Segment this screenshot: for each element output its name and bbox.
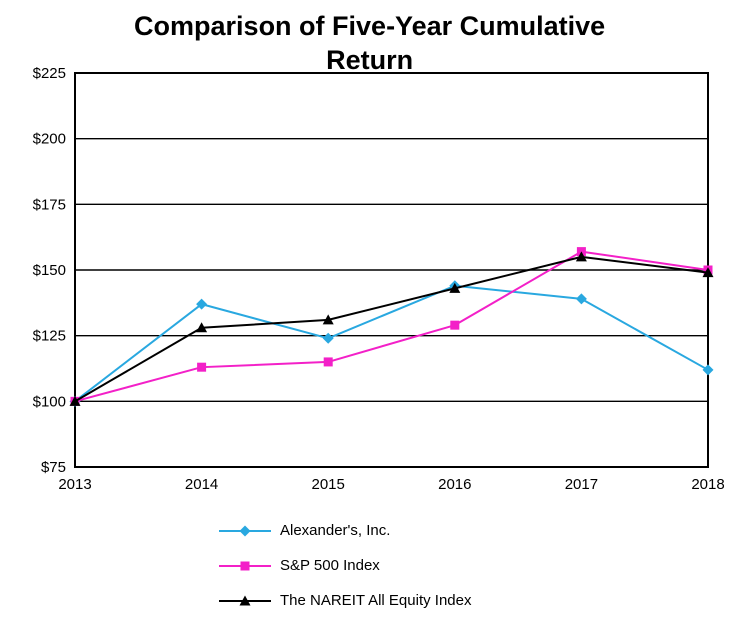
legend-square-marker-icon: [219, 561, 271, 570]
series-1: [70, 247, 713, 406]
y-tick-label: $75: [41, 459, 66, 476]
chart-title: Comparison of Five-Year Cumulative Retur…: [134, 11, 606, 75]
y-tick-label: $200: [33, 131, 66, 148]
legend-item-0: Alexander's, Inc.: [218, 522, 471, 539]
x-tick-label: 2013: [58, 476, 91, 493]
legend-diamond-marker-icon: [219, 525, 271, 536]
x-tick-label: 2018: [691, 476, 724, 493]
series-2: [69, 251, 714, 406]
y-tick-label: $125: [33, 328, 66, 345]
legend-item-2: The NAREIT All Equity Index: [218, 592, 471, 609]
x-tick-label: 2014: [185, 476, 218, 493]
y-tick-label: $225: [33, 65, 66, 82]
x-tick-label: 2016: [438, 476, 471, 493]
x-tick-label: 2017: [565, 476, 598, 493]
y-tick-label: $100: [33, 393, 66, 410]
y-axis-labels: $75 $100 $125 $150 $175 $200 $225: [33, 65, 66, 476]
y-tick-label: $150: [33, 262, 66, 279]
legend-item-1: S&P 500 Index: [218, 557, 471, 574]
y-tick-label: $175: [33, 196, 66, 213]
x-axis-labels: 2013 2014 2015 2016 2017 2018: [58, 476, 724, 493]
x-tick-label: 2015: [312, 476, 345, 493]
legend-label: S&P 500 Index: [280, 557, 380, 574]
legend-label: The NAREIT All Equity Index: [280, 592, 472, 609]
legend-label: Alexander's, Inc.: [280, 522, 391, 539]
legend-triangle-marker-icon: [219, 595, 271, 605]
chart-legend: Alexander's, Inc. S&P 500 Index The NAREIT…: [218, 522, 471, 626]
